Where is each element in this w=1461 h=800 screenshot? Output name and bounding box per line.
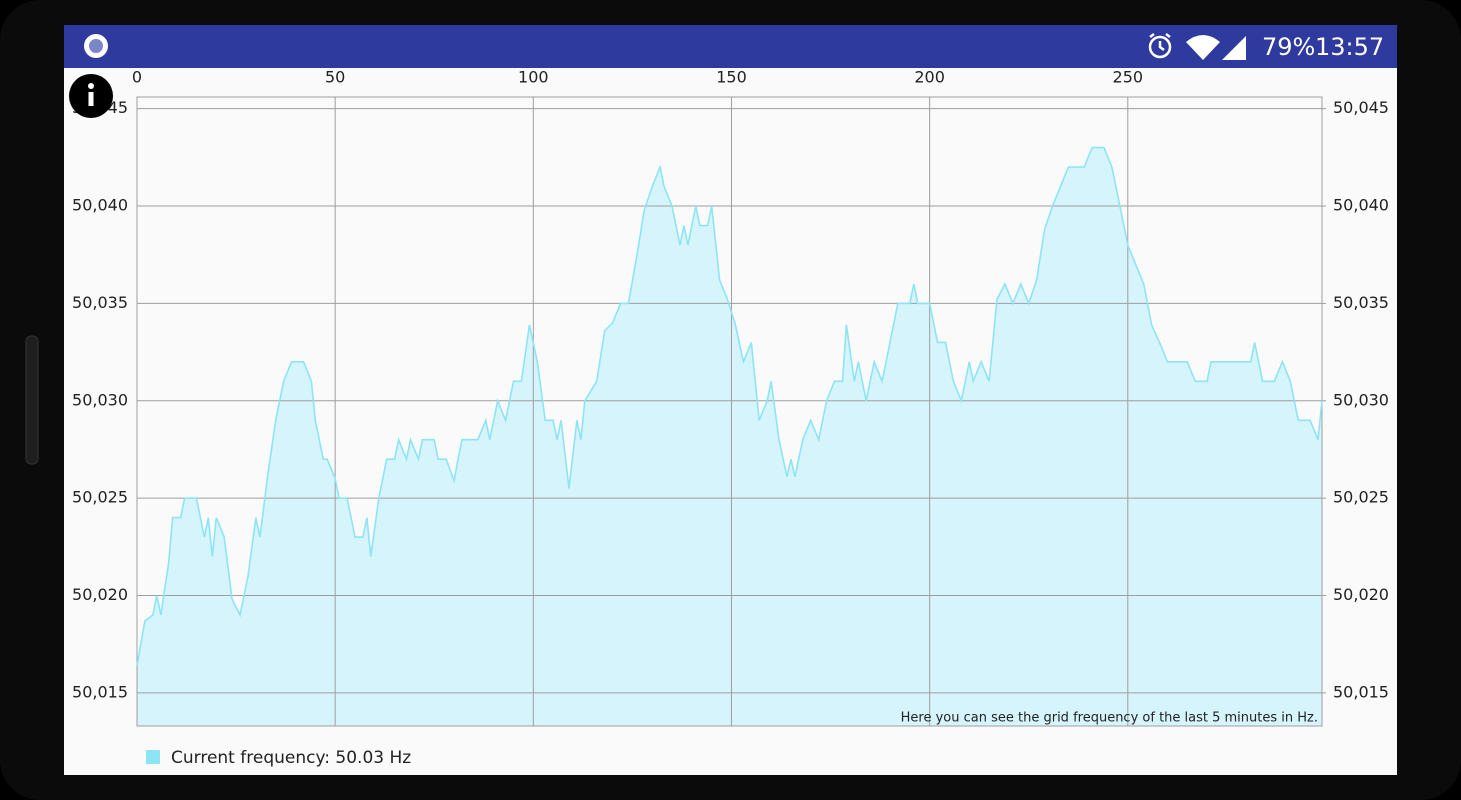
y2-tick-label: 50,040: [1333, 196, 1389, 215]
app-icon-inner: [89, 39, 103, 53]
info-dot: [88, 83, 94, 89]
area: [137, 147, 1322, 727]
y2-tick-label: 50,025: [1333, 488, 1389, 507]
signal-icon: [1222, 36, 1246, 60]
x-tick-label: 150: [716, 68, 747, 87]
y-tick-label: 50,035: [72, 293, 128, 312]
x-tick-label: 250: [1113, 68, 1144, 87]
legend-swatch: [146, 750, 160, 764]
wifi-icon: [1186, 35, 1220, 60]
legend-label: Current frequency: 50.03 Hz: [171, 748, 411, 768]
x-tick-label: 100: [518, 68, 549, 87]
battery: 79%: [1262, 33, 1315, 61]
y-tick-label: 50,020: [72, 585, 128, 604]
y-tick-label: 50,015: [72, 682, 128, 701]
y-tick-label: 50,025: [72, 488, 128, 507]
x-tick-label: 0: [132, 68, 142, 87]
status-bar: [64, 25, 1397, 68]
y2-tick-label: 50,045: [1333, 98, 1389, 117]
alarm-icon: [1148, 33, 1172, 59]
plot-border: [136, 96, 1323, 727]
x-tick-label: 200: [914, 68, 945, 87]
x-tick-label: 50: [325, 68, 345, 87]
y2-tick-label: 50,030: [1333, 390, 1389, 409]
y2-tick-label: 50,015: [1333, 682, 1389, 701]
y2-tick-label: 50,035: [1333, 293, 1389, 312]
info-bar: [88, 92, 94, 106]
y2-tick-label: 50,020: [1333, 585, 1389, 604]
side-button: [25, 335, 39, 465]
y-tick-label: 50,040: [72, 196, 128, 215]
y-tick-label: 50,030: [72, 390, 128, 409]
annotation: Here you can see the grid frequency of t…: [901, 711, 1318, 726]
clock: 13:57: [1315, 33, 1384, 61]
line: [136, 146, 1323, 666]
